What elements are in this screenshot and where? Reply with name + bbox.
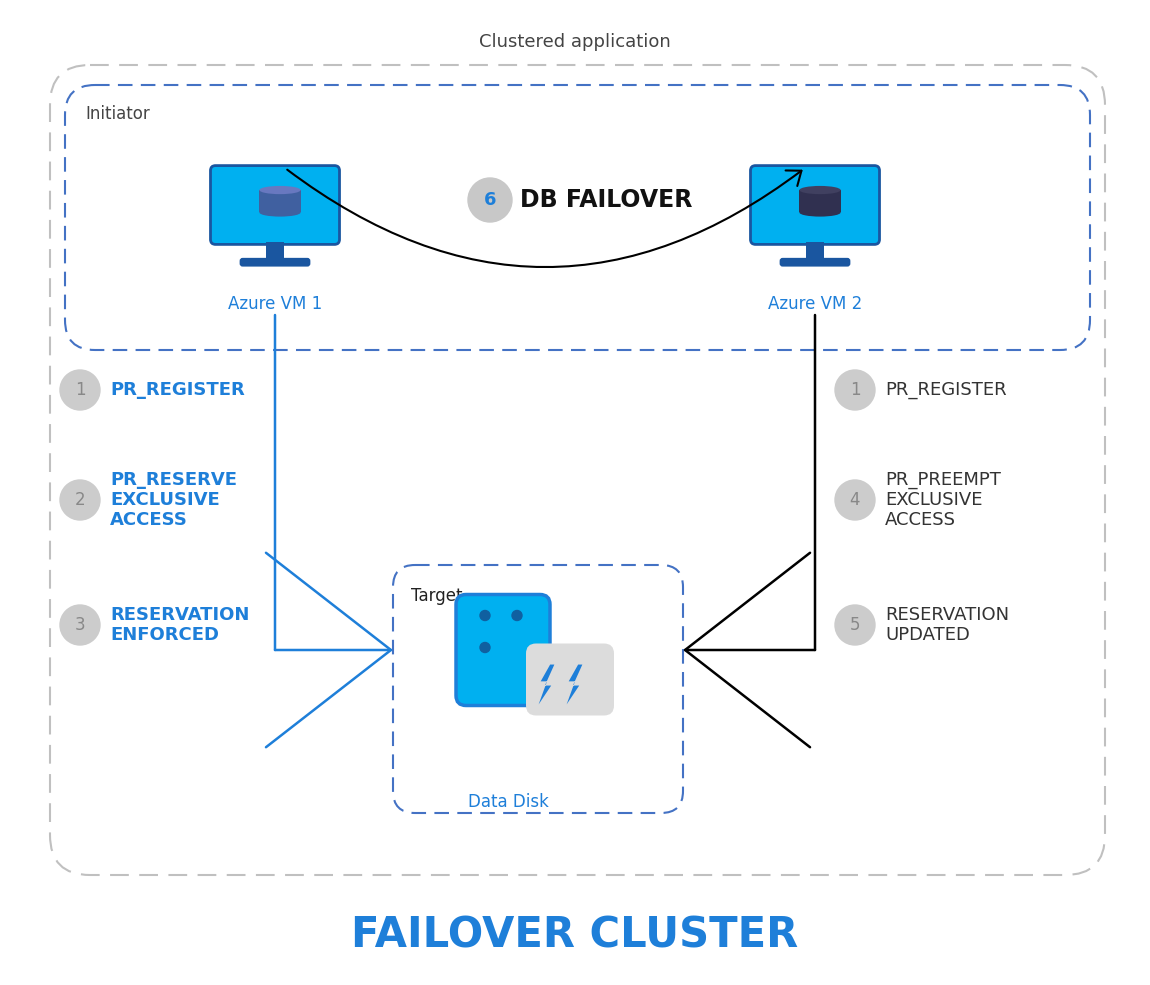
Text: 3: 3 <box>75 616 85 634</box>
Text: RESERVATION: RESERVATION <box>886 606 1010 624</box>
Text: 5: 5 <box>850 616 860 634</box>
Ellipse shape <box>799 186 841 194</box>
Circle shape <box>835 480 875 520</box>
Text: 6: 6 <box>484 191 497 209</box>
FancyBboxPatch shape <box>780 258 850 267</box>
FancyBboxPatch shape <box>239 258 310 267</box>
FancyBboxPatch shape <box>210 165 339 244</box>
Text: ENFORCED: ENFORCED <box>110 626 218 644</box>
Circle shape <box>60 605 100 645</box>
Circle shape <box>60 370 100 410</box>
Text: EXCLUSIVE: EXCLUSIVE <box>110 491 220 509</box>
Circle shape <box>480 642 490 652</box>
Polygon shape <box>567 665 582 704</box>
Text: PR_REGISTER: PR_REGISTER <box>886 381 1006 399</box>
FancyBboxPatch shape <box>751 165 880 244</box>
Circle shape <box>480 611 490 621</box>
Polygon shape <box>538 665 554 704</box>
Circle shape <box>835 370 875 410</box>
Text: PR_PREEMPT: PR_PREEMPT <box>886 471 1000 489</box>
Circle shape <box>835 605 875 645</box>
Ellipse shape <box>260 209 300 217</box>
Text: 1: 1 <box>850 381 860 399</box>
Text: Data Disk: Data Disk <box>468 793 549 811</box>
Text: Azure VM 2: Azure VM 2 <box>768 295 862 313</box>
Ellipse shape <box>260 186 300 194</box>
Text: 2: 2 <box>75 491 85 509</box>
Text: UPDATED: UPDATED <box>886 626 969 644</box>
Circle shape <box>468 178 512 222</box>
Text: Target: Target <box>411 587 462 605</box>
Text: RESERVATION: RESERVATION <box>110 606 250 624</box>
FancyBboxPatch shape <box>267 242 284 259</box>
Text: Azure VM 1: Azure VM 1 <box>228 295 322 313</box>
Text: PR_RESERVE: PR_RESERVE <box>110 471 237 489</box>
FancyArrowPatch shape <box>288 169 802 267</box>
FancyBboxPatch shape <box>457 595 550 705</box>
FancyBboxPatch shape <box>526 643 614 715</box>
Polygon shape <box>260 190 300 213</box>
Text: Initiator: Initiator <box>85 105 150 123</box>
Text: ACCESS: ACCESS <box>110 511 187 529</box>
Text: ACCESS: ACCESS <box>886 511 956 529</box>
Text: 4: 4 <box>850 491 860 509</box>
Ellipse shape <box>799 209 841 217</box>
Text: Clustered application: Clustered application <box>480 33 670 51</box>
Circle shape <box>60 480 100 520</box>
Text: 1: 1 <box>75 381 85 399</box>
Text: DB FAILOVER: DB FAILOVER <box>520 188 692 212</box>
FancyBboxPatch shape <box>806 242 823 259</box>
Text: FAILOVER CLUSTER: FAILOVER CLUSTER <box>352 914 798 956</box>
Polygon shape <box>799 190 841 213</box>
Circle shape <box>512 611 522 621</box>
Text: EXCLUSIVE: EXCLUSIVE <box>886 491 982 509</box>
Text: PR_REGISTER: PR_REGISTER <box>110 381 245 399</box>
